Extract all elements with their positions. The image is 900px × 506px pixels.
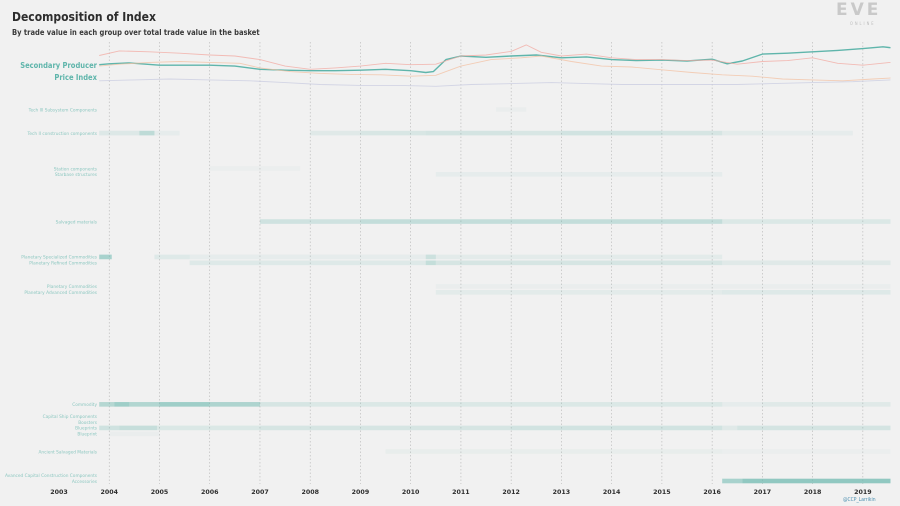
x-tick-label-2014: 2014 [603, 489, 621, 496]
row-label-25: Planetary Specialized Commodities [21, 255, 98, 261]
heat-cell-r26-2 [435, 260, 723, 266]
row-label-62: Avanced Capital Construction Components [5, 473, 98, 479]
heat-cell-r4-10 [762, 130, 853, 136]
row-label-53: Boosters [78, 420, 98, 426]
heat-cell-r54-4 [511, 425, 723, 431]
heat-cell-r11-0 [435, 172, 723, 177]
row-label-30: Planetary Commodities [47, 284, 98, 290]
x-tick-label-2013: 2013 [553, 489, 571, 496]
index-series-label: Secondary Producer Price Index [10, 60, 97, 84]
x-tick-label-2015: 2015 [653, 489, 671, 496]
row-label-50: Commodity [72, 402, 97, 408]
heat-cell-r0-0 [496, 107, 527, 112]
heat-cell-r4-1 [139, 130, 155, 136]
x-tick-label-2010: 2010 [402, 489, 420, 496]
row-label-4: Tech II construction components [26, 131, 97, 137]
eve-online-logo: EVE ONLINE [836, 0, 898, 30]
heat-cell-r50-1 [114, 402, 130, 407]
heat-cell-r50-4 [209, 402, 260, 407]
heat-cell-r4-4 [360, 130, 426, 136]
heat-cell-r58-0 [385, 449, 723, 454]
x-tick-label-2016: 2016 [703, 489, 721, 496]
x-tick-label-2005: 2005 [151, 489, 169, 496]
heat-cell-r54-3 [259, 425, 512, 431]
heat-cell-r4-6 [511, 130, 562, 136]
heat-cell-r30-0 [435, 284, 891, 289]
heat-cell-r50-5 [259, 402, 311, 407]
heat-cell-r4-5 [425, 130, 512, 136]
heat-cell-r63-0 [722, 478, 743, 484]
row-label-58: Ancient Salvaged Materials [38, 449, 97, 455]
heat-cell-r10-0 [209, 166, 301, 171]
logo-mark: EVE [836, 0, 882, 20]
heat-cell-r4-3 [310, 130, 361, 136]
index-line-component-b [99, 55, 891, 82]
x-tick-label-2008: 2008 [301, 489, 319, 496]
heat-cell-r25-2 [189, 254, 426, 260]
heat-cell-r50-8 [762, 402, 891, 407]
row-label-11: Starbase structures [55, 172, 98, 178]
heat-cell-r26-1 [425, 260, 436, 266]
heat-cell-r19-2 [722, 219, 891, 224]
row-label-52: Capital Ship Components [43, 414, 98, 420]
heat-cell-r4-8 [661, 130, 723, 136]
x-tick-label-2017: 2017 [754, 489, 772, 496]
author-credit: @CCP_Larrikin [843, 497, 876, 503]
x-tick-label-2003: 2003 [50, 489, 68, 496]
heat-cell-r4-7 [561, 130, 662, 136]
x-tick-label-2019: 2019 [854, 489, 872, 496]
heat-cell-r25-3 [425, 254, 436, 260]
heat-cell-r26-0 [189, 260, 426, 266]
heat-cell-r25-0 [99, 254, 112, 260]
row-label-19: Salvaged materials [56, 219, 98, 225]
index-line-main [99, 46, 891, 74]
heat-cell-r31-0 [435, 290, 723, 295]
x-tick-label-2009: 2009 [352, 489, 370, 496]
heat-cell-r50-7 [722, 402, 763, 407]
x-tick-label-2012: 2012 [502, 489, 520, 496]
heat-cell-r26-3 [722, 260, 891, 266]
heat-cell-r54-6 [737, 425, 891, 431]
heat-cell-r54-2 [156, 425, 260, 431]
x-tick-label-2006: 2006 [201, 489, 219, 496]
row-label-31: Planetary Advanced Commodities [24, 290, 97, 296]
row-label-26: Planetary Refined Commodities [29, 261, 97, 267]
heat-cell-r4-2 [154, 130, 180, 136]
heat-cell-r50-3 [159, 402, 210, 407]
heat-cell-r58-1 [722, 449, 891, 454]
x-tick-label-2004: 2004 [100, 489, 118, 496]
heat-cell-r4-0 [99, 130, 140, 136]
heat-cell-r55-0 [109, 431, 160, 437]
index-label-line-2: Price Index [54, 73, 97, 82]
index-line-component-a [99, 44, 891, 70]
row-label-10: Station components [54, 166, 98, 172]
index-label-line-1: Secondary Producer [20, 61, 97, 70]
heat-cell-r31-1 [722, 290, 891, 295]
logo-subtext: ONLINE [850, 21, 876, 26]
heat-cell-r25-1 [154, 254, 190, 260]
heat-cell-r4-9 [722, 130, 763, 136]
heat-cell-r19-1 [360, 219, 723, 224]
row-label-63: Accessories [72, 479, 98, 485]
heat-cell-r54-1 [119, 425, 157, 431]
index-line-component-c [99, 78, 891, 87]
x-tick-label-2007: 2007 [251, 489, 269, 496]
chart-subtitle: By trade value in each group over total … [12, 28, 260, 37]
row-label-54: Blueprints [75, 426, 98, 432]
row-label-0: Tech III Subsystem Components [28, 107, 98, 113]
heat-cell-r54-0 [99, 425, 120, 431]
heat-cell-r50-6 [310, 402, 723, 407]
heat-cell-r63-1 [742, 478, 891, 484]
heat-cell-r25-4 [435, 254, 723, 260]
heat-cell-r50-2 [129, 402, 160, 407]
chart-title: Decomposition of Index [12, 10, 156, 24]
x-tick-label-2018: 2018 [804, 489, 822, 496]
row-label-55: Blueprint [77, 432, 97, 438]
heat-cell-r19-0 [259, 219, 361, 224]
heat-cell-r50-0 [99, 402, 115, 407]
x-tick-label-2011: 2011 [452, 489, 470, 496]
heat-cell-r54-5 [722, 425, 738, 431]
